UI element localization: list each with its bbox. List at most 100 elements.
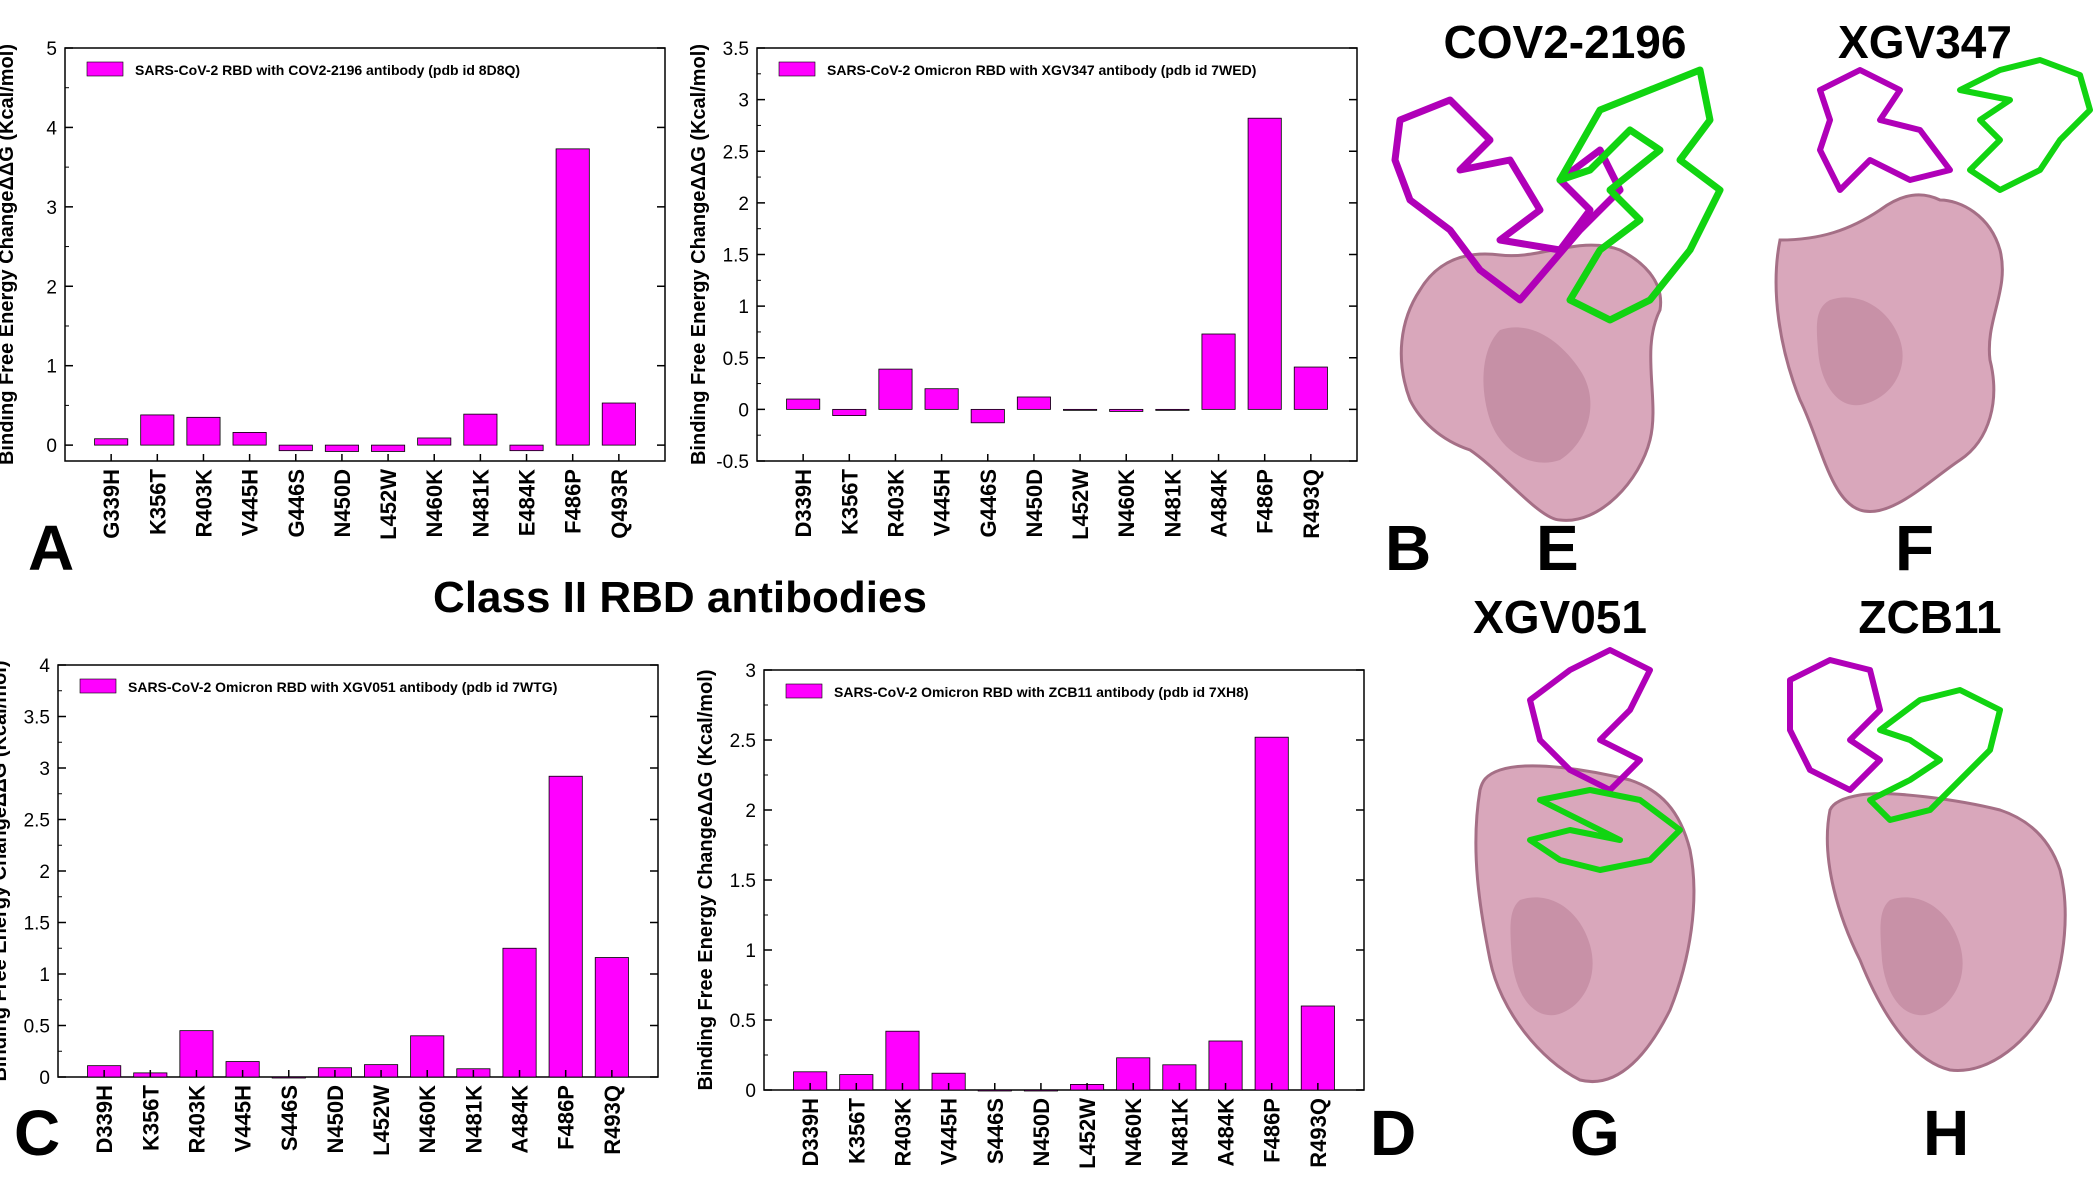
category-label: V445H [937, 1098, 962, 1165]
bar-n450d [324, 444, 359, 452]
panel-letter-h: H [1923, 1097, 1969, 1169]
bar-r493q [594, 957, 629, 1078]
y-tick-label: 3 [745, 661, 756, 682]
y-axis-label: Binding Free Energy ChangeΔΔG (Kcal/mol) [688, 44, 710, 465]
bar-n450d [1016, 396, 1051, 410]
light-chain-ribbon [1867, 687, 2003, 823]
legend-swatch [86, 61, 124, 77]
bar-q493r [601, 402, 636, 446]
bar-n481k [1155, 408, 1190, 411]
category-label: K356T [837, 468, 862, 535]
category-label: N481K [1160, 469, 1185, 538]
y-tick-label: 1.5 [24, 914, 50, 935]
bar-n460k [417, 437, 452, 446]
chart-xgv051: 0 0.5 1 1.5 2 2.5 3 3.5 4 D339H K356T R403K V445H S44… [0, 656, 659, 1156]
plot-frame [64, 47, 666, 462]
category-label: N460K [1121, 1098, 1146, 1167]
y-tick-label: 1 [745, 941, 756, 962]
y-tick-label: 2 [745, 801, 756, 822]
heavy-chain-ribbon [1787, 657, 1883, 793]
bar-r403k [186, 416, 221, 446]
bar-s446s [271, 1076, 306, 1079]
y-axis-label: Binding Free Energy ChangeΔΔG (Kcal/mol) [695, 669, 717, 1090]
panel-letter-f: F [1895, 512, 1934, 584]
category-label: N460K [1114, 469, 1139, 538]
heavy-chain-ribbon [1817, 67, 1953, 193]
y-tick-label: 4 [46, 118, 57, 139]
structure-cov2-2196 [1391, 66, 1724, 522]
y-tick-label: 1 [738, 297, 749, 318]
category-label: L452W [1068, 469, 1093, 540]
y-tick-label: 3.5 [723, 39, 749, 60]
legend-label: SARS-CoV-2 Omicron RBD with ZCB11 antibo… [834, 684, 1249, 700]
rbd-shadow [1816, 297, 1903, 406]
category-label: N460K [415, 1085, 440, 1154]
y-tick-label: 0.5 [24, 1017, 50, 1038]
category-label: G446S [976, 469, 1001, 538]
chart-xgv347: -0.5 0 0.5 1 1.5 2 2.5 3 3.5 D339H K356T R403K V445H… [688, 39, 1358, 540]
category-label: V445H [231, 1085, 256, 1152]
category-label: R403K [890, 1098, 915, 1167]
structure-title-xgv051: XGV051 [1473, 591, 1647, 643]
category-label: N481K [468, 469, 493, 538]
bar-f486p [555, 148, 590, 446]
y-tick-label: 2 [46, 277, 57, 298]
bar-d339h [786, 398, 821, 410]
y-tick-label: 2 [39, 862, 50, 883]
bar-k356t [140, 414, 175, 446]
bar-e484k [509, 444, 544, 452]
category-label: N450D [323, 1085, 348, 1153]
category-label: N450D [1022, 469, 1047, 537]
category-label: R403K [883, 469, 908, 538]
rbd-shadow [1880, 897, 1963, 1016]
category-label: D339H [791, 469, 816, 537]
panel-letter-d: D [1370, 1097, 1416, 1169]
bar-g339h [94, 438, 129, 446]
category-label: N481K [461, 1085, 486, 1154]
category-label: G339H [99, 469, 124, 539]
rbd-shadow [1483, 327, 1591, 463]
bar-v445h [232, 432, 267, 446]
category-label: V445H [930, 469, 955, 536]
category-label: G446S [284, 469, 309, 538]
y-tick-label: 2.5 [723, 142, 749, 163]
legend-swatch [778, 61, 816, 77]
structure-zcb11 [1787, 657, 2067, 1072]
y-tick-label: 0 [738, 400, 749, 421]
y-axis-label: Binding Free Energy ChangeΔΔG (Kcal/mol) [0, 660, 11, 1081]
bar-a484k [1208, 1040, 1243, 1091]
bar-n481k [463, 413, 498, 446]
y-tick-label: 4 [39, 656, 50, 677]
bar-f486p [1247, 117, 1282, 410]
category-label: D339H [92, 1085, 117, 1153]
y-tick-label: 3 [46, 198, 57, 219]
bar-l452w [371, 444, 406, 452]
category-label: A484K [508, 1085, 533, 1154]
structure-title-zcb11: ZCB11 [1858, 591, 2001, 643]
class-title: Class II RBD antibodies [433, 573, 927, 622]
legend-swatch [79, 678, 117, 694]
structure-xgv347 [1774, 57, 2093, 513]
y-tick-label: 3 [738, 91, 749, 112]
structure-xgv051 [1474, 647, 1696, 1083]
category-label: Q493R [607, 469, 632, 539]
category-label: S446S [277, 1085, 302, 1151]
category-label: L452W [369, 1085, 394, 1156]
bar-r493q [1293, 366, 1328, 410]
legend-label: SARS-CoV-2 Omicron RBD with XGV051 antib… [128, 679, 557, 695]
category-label: F486P [554, 1085, 579, 1150]
category-label: D339H [798, 1098, 823, 1166]
category-label: A484K [1207, 469, 1232, 538]
category-label: R403K [184, 1085, 209, 1154]
category-label: N450D [1029, 1098, 1054, 1166]
bar-s446s [977, 1089, 1012, 1092]
category-label: N460K [422, 469, 447, 538]
y-tick-label: 0.5 [730, 1011, 756, 1032]
bar-r403k [179, 1030, 214, 1078]
category-label: L452W [1075, 1098, 1100, 1169]
category-label: F486P [561, 469, 586, 534]
y-tick-label: 0 [46, 436, 57, 457]
y-tick-label: 1.5 [730, 871, 756, 892]
category-label: K356T [138, 1084, 163, 1151]
legend-label: SARS-CoV-2 RBD with COV2-2196 antibody (… [135, 62, 520, 78]
